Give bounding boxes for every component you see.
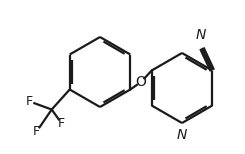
Text: O: O — [135, 75, 147, 89]
Text: F: F — [58, 117, 65, 130]
Text: F: F — [26, 95, 33, 108]
Text: F: F — [33, 125, 40, 138]
Text: N: N — [177, 128, 187, 142]
Text: N: N — [195, 28, 206, 42]
